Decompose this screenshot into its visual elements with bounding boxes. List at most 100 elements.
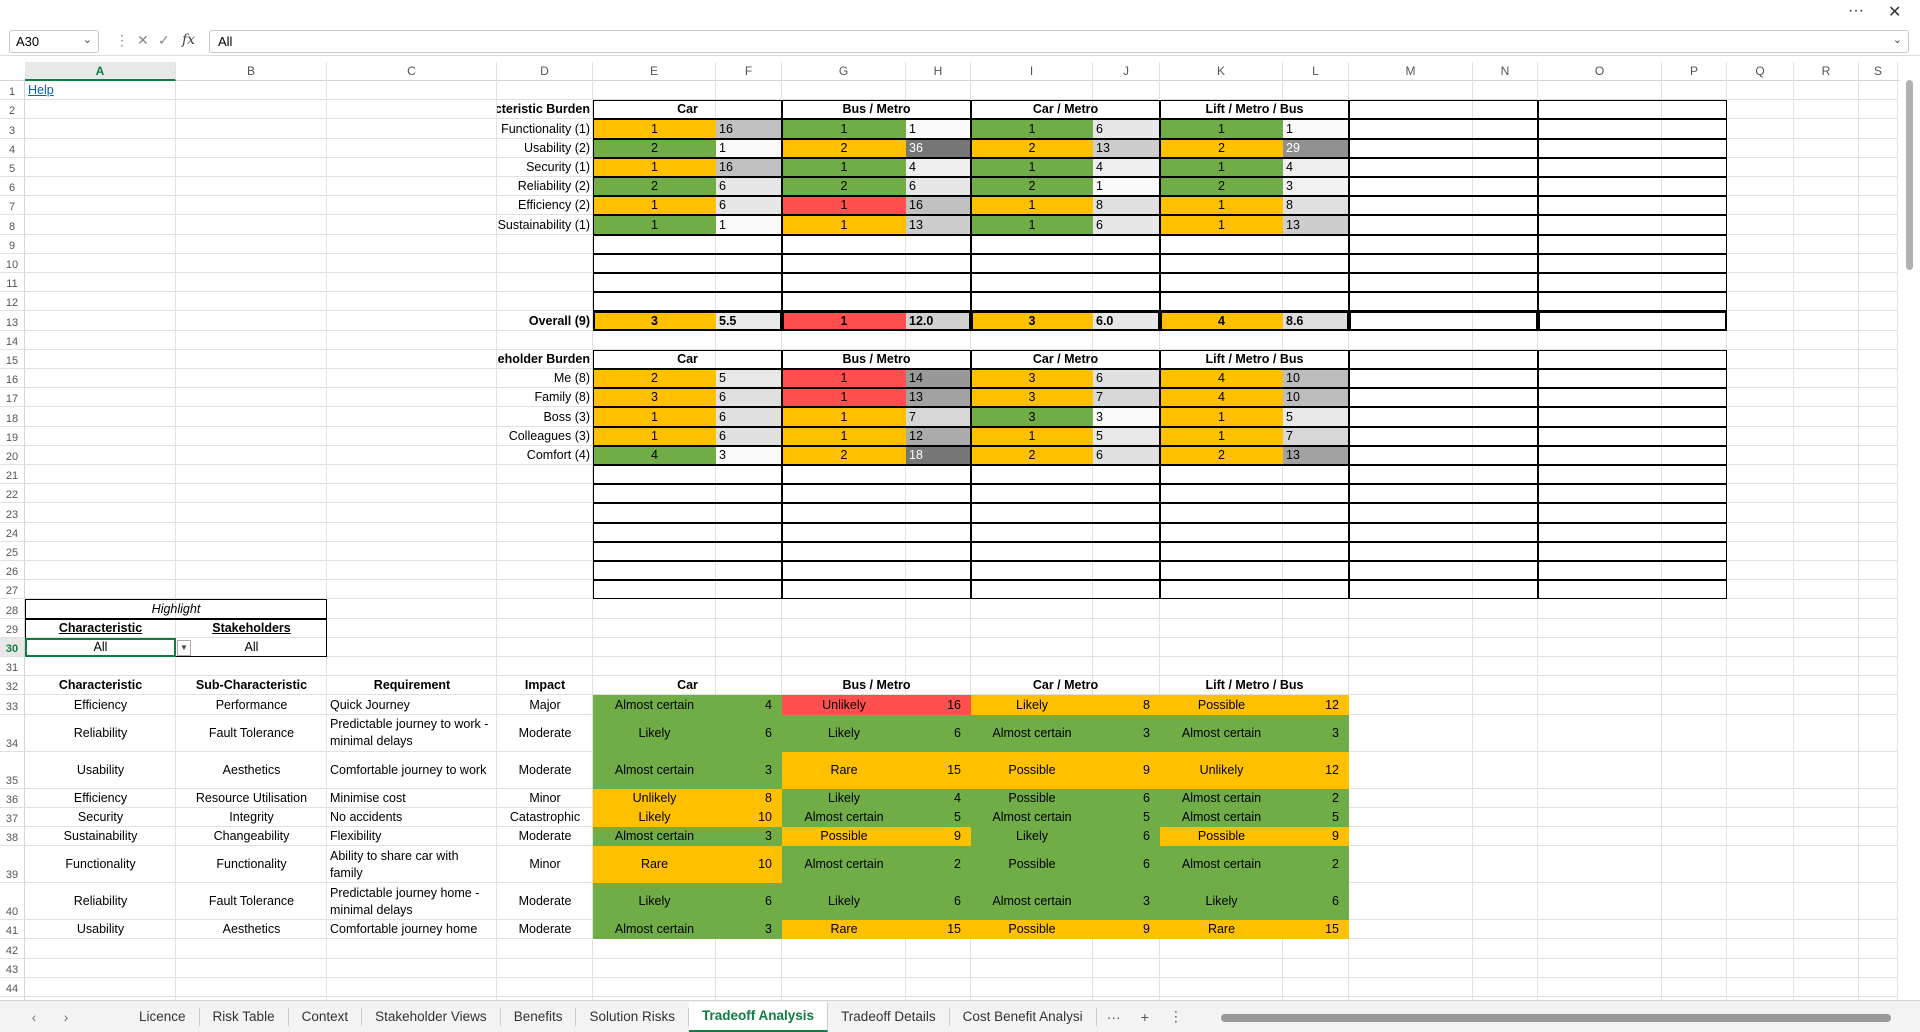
column-header-r[interactable]: R xyxy=(1794,62,1859,81)
row-header-11[interactable]: 11 xyxy=(0,273,25,293)
add-sheet-icon[interactable]: + xyxy=(1140,1008,1149,1025)
row-header-45[interactable]: 45 xyxy=(0,997,25,1000)
row-header-18[interactable]: 18 xyxy=(0,407,25,427)
sheet-tab-tradeoff-details[interactable]: Tradeoff Details xyxy=(828,1007,950,1026)
row-header-31[interactable]: 31 xyxy=(0,657,25,677)
row-header-19[interactable]: 19 xyxy=(0,426,25,446)
row-header-37[interactable]: 37 xyxy=(0,807,25,827)
row-header-22[interactable]: 22 xyxy=(0,484,25,504)
row-header-44[interactable]: 44 xyxy=(0,977,25,997)
help-link[interactable]: Help xyxy=(28,83,54,98)
row-header-3[interactable]: 3 xyxy=(0,119,25,139)
column-header-l[interactable]: L xyxy=(1283,62,1349,81)
row-header-15[interactable]: 15 xyxy=(0,349,25,369)
row-header-43[interactable]: 43 xyxy=(0,958,25,978)
row-header-24[interactable]: 24 xyxy=(0,522,25,542)
enter-check-icon[interactable]: ✓ xyxy=(158,32,170,48)
rank-cell: 1 xyxy=(971,426,1093,446)
vertical-dots-icon[interactable]: ⋮ xyxy=(115,32,129,48)
row-header-10[interactable]: 10 xyxy=(0,253,25,273)
column-header-q[interactable]: Q xyxy=(1727,62,1794,81)
row-header-1[interactable]: 1 xyxy=(0,81,25,101)
scrollbar-thumb[interactable] xyxy=(1906,80,1913,270)
sheet-tab-context[interactable]: Context xyxy=(289,1007,363,1026)
row-header-17[interactable]: 17 xyxy=(0,388,25,408)
sheet-tab-risk-table[interactable]: Risk Table xyxy=(200,1007,289,1026)
column-header-m[interactable]: M xyxy=(1349,62,1473,81)
prev-sheet-icon[interactable]: ‹ xyxy=(31,1008,37,1025)
row-header-14[interactable]: 14 xyxy=(0,330,25,350)
row-header-27[interactable]: 27 xyxy=(0,580,25,600)
row-header-20[interactable]: 20 xyxy=(0,445,25,465)
row-header-35[interactable]: 35 xyxy=(0,751,25,789)
column-header-b[interactable]: B xyxy=(176,62,327,81)
row-header-12[interactable]: 12 xyxy=(0,292,25,312)
column-header-c[interactable]: C xyxy=(327,62,497,81)
row-header-29[interactable]: 29 xyxy=(0,618,25,638)
dropdown-arrow-icon[interactable]: ▼ xyxy=(177,639,191,656)
row-label: Me (8) xyxy=(553,371,590,386)
column-header-o[interactable]: O xyxy=(1538,62,1662,81)
column-header-j[interactable]: J xyxy=(1093,62,1160,81)
row-header-9[interactable]: 9 xyxy=(0,234,25,254)
column-header-i[interactable]: I xyxy=(971,62,1093,81)
row-header-40[interactable]: 40 xyxy=(0,883,25,921)
row-header-21[interactable]: 21 xyxy=(0,465,25,485)
row-header-5[interactable]: 5 xyxy=(0,157,25,177)
row-header-25[interactable]: 25 xyxy=(0,541,25,561)
gridline-cell xyxy=(593,676,716,696)
column-header-n[interactable]: N xyxy=(1473,62,1538,81)
formula-input[interactable]: All ⌄ xyxy=(209,30,1909,53)
horizontal-scrollbar[interactable] xyxy=(1203,1011,1903,1023)
sheet-tab-cost-benefit-analysi[interactable]: Cost Benefit Analysi xyxy=(950,1007,1097,1026)
row-header-16[interactable]: 16 xyxy=(0,369,25,389)
row-header-39[interactable]: 39 xyxy=(0,846,25,884)
row-header-28[interactable]: 28 xyxy=(0,599,25,619)
row-header-2[interactable]: 2 xyxy=(0,100,25,120)
row-header-4[interactable]: 4 xyxy=(0,138,25,158)
column-header-h[interactable]: H xyxy=(906,62,971,81)
column-header-k[interactable]: K xyxy=(1160,62,1283,81)
row-header-33[interactable]: 33 xyxy=(0,695,25,715)
row-header-30[interactable]: 30 xyxy=(0,637,25,657)
row-header-42[interactable]: 42 xyxy=(0,939,25,959)
vertical-scrollbar[interactable] xyxy=(1900,62,1920,1002)
column-header-d[interactable]: D xyxy=(497,62,593,81)
name-box[interactable]: A30 ⌄ xyxy=(9,30,99,53)
chevron-down-icon[interactable]: ⌄ xyxy=(82,34,92,46)
row-header-36[interactable]: 36 xyxy=(0,788,25,808)
row-header-34[interactable]: 34 xyxy=(0,714,25,752)
row-header-26[interactable]: 26 xyxy=(0,561,25,581)
more-options-button[interactable]: ··· xyxy=(1848,2,1864,19)
row-header-41[interactable]: 41 xyxy=(0,920,25,940)
cancel-icon[interactable]: ✕ xyxy=(137,32,149,48)
column-header-s[interactable]: S xyxy=(1859,62,1898,81)
row-header-32[interactable]: 32 xyxy=(0,676,25,696)
more-sheets-icon[interactable]: ··· xyxy=(1106,1008,1121,1025)
column-header-a[interactable]: A xyxy=(25,62,176,81)
column-header-e[interactable]: E xyxy=(593,62,716,81)
row-header-6[interactable]: 6 xyxy=(0,177,25,197)
insert-function-icon[interactable]: fx xyxy=(182,32,196,48)
column-header-g[interactable]: G xyxy=(782,62,906,81)
sheet-tab-stakeholder-views[interactable]: Stakeholder Views xyxy=(362,1007,501,1026)
row-header-7[interactable]: 7 xyxy=(0,196,25,216)
next-sheet-icon[interactable]: › xyxy=(63,1008,69,1025)
sheet-tab-benefits[interactable]: Benefits xyxy=(501,1007,577,1026)
worksheet-grid[interactable]: 1 2 3 4 5 6 7 8 9 10 11 12 13 14 15 16 17 18 19 20 21 22 23 24 2… xyxy=(0,0,1898,1000)
expand-formula-icon[interactable]: ⌄ xyxy=(1892,34,1902,46)
stakeholders-filter-value[interactable]: All xyxy=(244,639,259,654)
row-header-38[interactable]: 38 xyxy=(0,827,25,847)
sheet-tab-tradeoff-analysis[interactable]: Tradeoff Analysis xyxy=(689,1001,829,1032)
sheet-tab-licence[interactable]: Licence xyxy=(126,1007,200,1026)
column-header-p[interactable]: P xyxy=(1662,62,1727,81)
close-button[interactable]: ✕ xyxy=(1888,4,1902,21)
row-header-23[interactable]: 23 xyxy=(0,503,25,523)
sheet-tab-solution-risks[interactable]: Solution Risks xyxy=(576,1007,690,1026)
row-header-13[interactable]: 13 xyxy=(0,311,25,331)
column-header-f[interactable]: F xyxy=(716,62,782,81)
characteristic-filter-value[interactable]: All xyxy=(93,639,108,654)
scrollbar-thumb[interactable] xyxy=(1220,1013,1891,1022)
sheet-options-icon[interactable]: ⋮ xyxy=(1168,1008,1183,1024)
row-header-8[interactable]: 8 xyxy=(0,215,25,235)
